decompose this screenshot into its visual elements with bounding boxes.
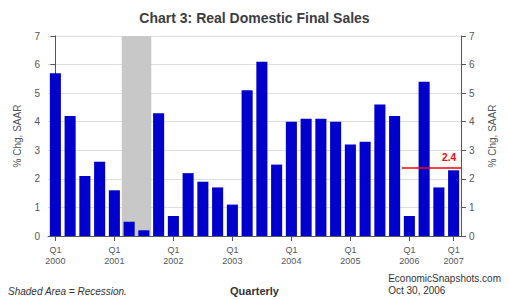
svg-text:Quarterly: Quarterly — [230, 285, 280, 297]
svg-text:3: 3 — [34, 145, 40, 156]
svg-text:Chart 3: Real Domestic Final S: Chart 3: Real Domestic Final Sales — [139, 10, 370, 26]
svg-text:2003: 2003 — [222, 256, 242, 266]
svg-text:2: 2 — [34, 173, 40, 184]
svg-text:Q1: Q1 — [403, 245, 415, 255]
svg-text:2000: 2000 — [45, 256, 65, 266]
svg-text:Q1: Q1 — [344, 245, 356, 255]
svg-text:Q1: Q1 — [285, 245, 297, 255]
svg-text:6: 6 — [34, 59, 40, 70]
svg-text:4: 4 — [469, 116, 475, 127]
svg-text:2.4: 2.4 — [442, 152, 456, 163]
svg-text:7: 7 — [469, 31, 475, 42]
svg-text:% Chg, SAAR: % Chg, SAAR — [12, 105, 23, 168]
svg-text:1: 1 — [469, 202, 475, 213]
svg-text:2004: 2004 — [281, 256, 301, 266]
svg-text:0: 0 — [34, 231, 40, 242]
svg-text:6: 6 — [469, 59, 475, 70]
svg-text:0: 0 — [469, 231, 475, 242]
svg-text:2002: 2002 — [163, 256, 183, 266]
svg-text:2005: 2005 — [340, 256, 360, 266]
svg-text:1: 1 — [34, 202, 40, 213]
svg-text:EconomicSnapshots.com: EconomicSnapshots.com — [388, 273, 501, 284]
svg-text:2006: 2006 — [399, 256, 419, 266]
svg-text:Q1: Q1 — [49, 245, 61, 255]
svg-text:Q1: Q1 — [226, 245, 238, 255]
svg-text:5: 5 — [34, 88, 40, 99]
svg-text:5: 5 — [469, 88, 475, 99]
svg-text:2007: 2007 — [444, 256, 464, 266]
svg-text:Q1: Q1 — [448, 245, 460, 255]
svg-text:3: 3 — [469, 145, 475, 156]
svg-text:% Chg, SAAR: % Chg, SAAR — [487, 105, 498, 168]
svg-text:Q1: Q1 — [167, 245, 179, 255]
svg-text:Shaded Area = Recession.: Shaded Area = Recession. — [8, 286, 127, 297]
svg-text:4: 4 — [34, 116, 40, 127]
svg-text:Oct 30, 2006: Oct 30, 2006 — [388, 285, 446, 296]
svg-text:7: 7 — [34, 31, 40, 42]
svg-text:Q1: Q1 — [108, 245, 120, 255]
svg-text:2001: 2001 — [104, 256, 124, 266]
svg-text:2: 2 — [469, 173, 475, 184]
